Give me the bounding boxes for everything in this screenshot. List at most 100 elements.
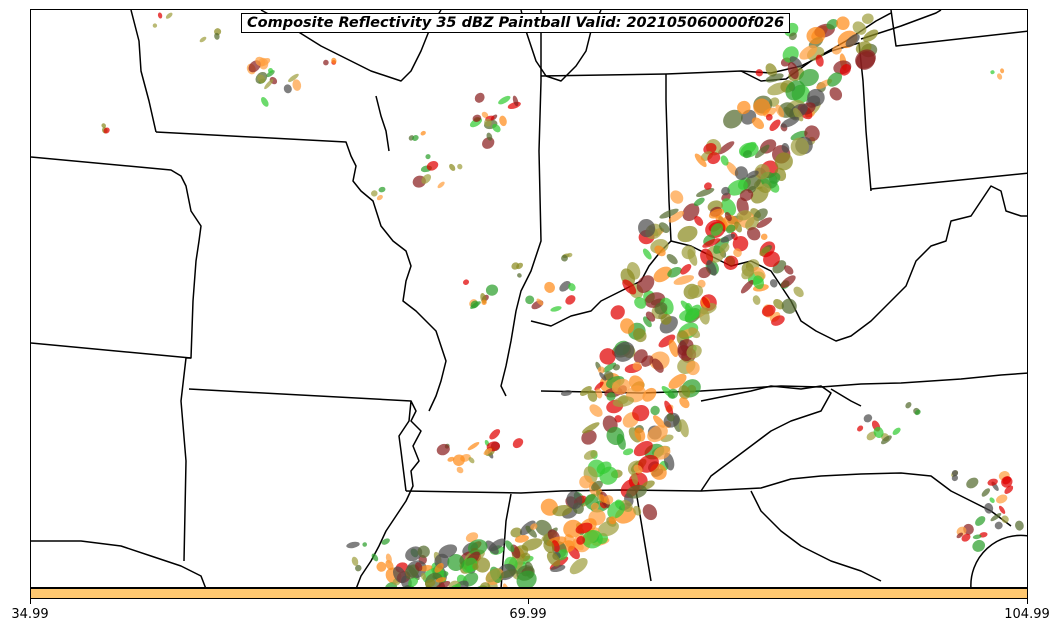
reflectivity-blob <box>642 387 657 402</box>
reflectivity-blob <box>827 72 843 87</box>
reflectivity-blob <box>790 137 809 156</box>
reflectivity-blob <box>483 448 493 456</box>
reflectivity-blob <box>101 123 106 128</box>
reflectivity-blob <box>784 265 794 275</box>
reflectivity-blob <box>421 174 432 184</box>
colorbar-tick-label-mid: 69.99 <box>509 607 547 622</box>
reflectivity-blob <box>420 130 426 136</box>
reflectivity-blob <box>626 484 647 499</box>
reflectivity-blob <box>863 29 879 43</box>
reflectivity-blob <box>525 525 537 538</box>
reflectivity-blob <box>836 16 850 30</box>
reflectivity-blob <box>165 12 173 19</box>
reflectivity-blob <box>599 372 607 381</box>
reflectivity-blob <box>989 497 995 503</box>
reflectivity-blob <box>733 248 742 258</box>
reflectivity-blob <box>632 404 650 422</box>
reflectivity-blob <box>552 504 573 517</box>
reflectivity-blob <box>724 212 732 222</box>
reflectivity-blob <box>721 198 737 216</box>
reflectivity-blob <box>670 190 684 204</box>
colorbar-tick <box>30 599 31 604</box>
reflectivity-blob <box>426 160 439 171</box>
reflectivity-blob <box>633 464 643 474</box>
reflectivity-blob <box>765 113 773 121</box>
reflectivity-blob <box>415 562 423 572</box>
reflectivity-blob <box>472 563 479 570</box>
reflectivity-blob <box>781 142 790 153</box>
reflectivity-blob <box>434 563 444 573</box>
reflectivity-blob <box>199 36 207 43</box>
reflectivity-blob <box>417 545 430 558</box>
reflectivity-blob <box>769 119 781 132</box>
reflectivity-blob <box>510 527 523 538</box>
reflectivity-blob <box>653 415 665 428</box>
reflectivity-blob <box>467 539 488 556</box>
reflectivity-blob <box>737 100 751 115</box>
reflectivity-blob <box>753 275 764 290</box>
reflectivity-blob <box>449 163 456 171</box>
reflectivity-blob <box>765 73 784 83</box>
reflectivity-blob <box>769 279 778 288</box>
reflectivity-blob <box>385 559 394 571</box>
reflectivity-blob <box>678 385 691 400</box>
reflectivity-blob <box>698 267 712 279</box>
reflectivity-blob <box>732 235 749 252</box>
reflectivity-blob <box>288 73 299 83</box>
reflectivity-blob <box>597 366 605 374</box>
reflectivity-blob <box>438 544 458 559</box>
reflectivity-blob <box>485 284 499 296</box>
reflectivity-blob <box>905 402 912 409</box>
reflectivity-blob <box>763 251 780 268</box>
colorbar <box>30 588 1028 599</box>
reflectivity-blob <box>699 307 710 325</box>
reflectivity-blob <box>739 189 754 202</box>
reflectivity-blob <box>664 400 674 416</box>
reflectivity-blob <box>780 116 800 128</box>
reflectivity-blob <box>637 454 659 473</box>
reflectivity-blob <box>505 540 515 553</box>
reflectivity-blob <box>157 12 163 19</box>
reflectivity-blob <box>743 174 762 191</box>
reflectivity-blob <box>966 477 979 489</box>
reflectivity-blob <box>582 422 600 434</box>
reflectivity-blob <box>680 264 692 275</box>
reflectivity-blob <box>789 56 803 68</box>
reflectivity-blob <box>470 300 479 309</box>
reflectivity-blob <box>987 478 998 486</box>
reflectivity-blob <box>755 69 763 77</box>
reflectivity-blob <box>447 456 455 462</box>
reflectivity-blob <box>452 454 465 466</box>
reflectivity-blob <box>435 577 447 583</box>
reflectivity-blob <box>998 505 1006 514</box>
reflectivity-blob <box>972 534 982 540</box>
reflectivity-blob <box>634 427 646 442</box>
reflectivity-blob <box>781 298 797 314</box>
reflectivity-blob <box>636 275 655 293</box>
reflectivity-blob <box>855 49 876 69</box>
reflectivity-blob <box>720 155 729 166</box>
reflectivity-blob <box>725 224 736 234</box>
reflectivity-blob <box>517 273 522 278</box>
reflectivity-blob <box>654 245 666 257</box>
reflectivity-blob <box>376 194 383 201</box>
reflectivity-blob <box>829 87 843 101</box>
reflectivity-blob <box>806 26 826 45</box>
reflectivity-blob <box>771 315 785 326</box>
reflectivity-blob <box>481 299 487 305</box>
reflectivity-blob <box>568 283 576 292</box>
reflectivity-blob <box>587 390 598 402</box>
reflectivity-blob <box>861 13 874 24</box>
reflectivity-blob <box>606 392 616 401</box>
reflectivity-blob <box>479 582 491 587</box>
reflectivity-blob <box>852 21 867 35</box>
reflectivity-blob <box>590 502 599 511</box>
reflectivity-blob <box>736 210 752 221</box>
colorbar-tick-label-min: 34.99 <box>11 607 49 622</box>
reflectivity-blob <box>694 153 707 168</box>
reflectivity-blob <box>362 542 368 547</box>
reflectivity-blob <box>780 275 796 288</box>
reflectivity-blob <box>667 267 682 278</box>
reflectivity-blob <box>742 150 752 159</box>
reflectivity-blob <box>804 125 820 142</box>
